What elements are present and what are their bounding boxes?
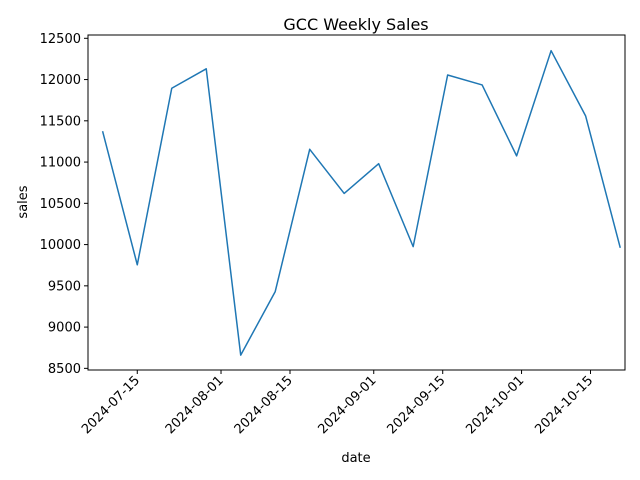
y-tick-label: 12000: [40, 73, 81, 88]
y-tick-label: 11500: [40, 114, 81, 129]
x-axis-title: date: [341, 451, 370, 466]
y-tick-label: 9000: [48, 321, 81, 336]
axes-frame: [87, 34, 626, 371]
y-tick-label: 10500: [40, 197, 81, 212]
y-tick-label: 12500: [40, 32, 81, 47]
y-tick-label: 8500: [48, 362, 81, 377]
series-line: [101, 49, 621, 356]
y-tick-label: 9500: [48, 279, 81, 294]
y-tick-label: 10000: [40, 238, 81, 253]
y-axis-title: sales: [16, 185, 31, 218]
chart-title: GCC Weekly Sales: [283, 15, 428, 34]
y-tick-label: 11000: [40, 156, 81, 171]
